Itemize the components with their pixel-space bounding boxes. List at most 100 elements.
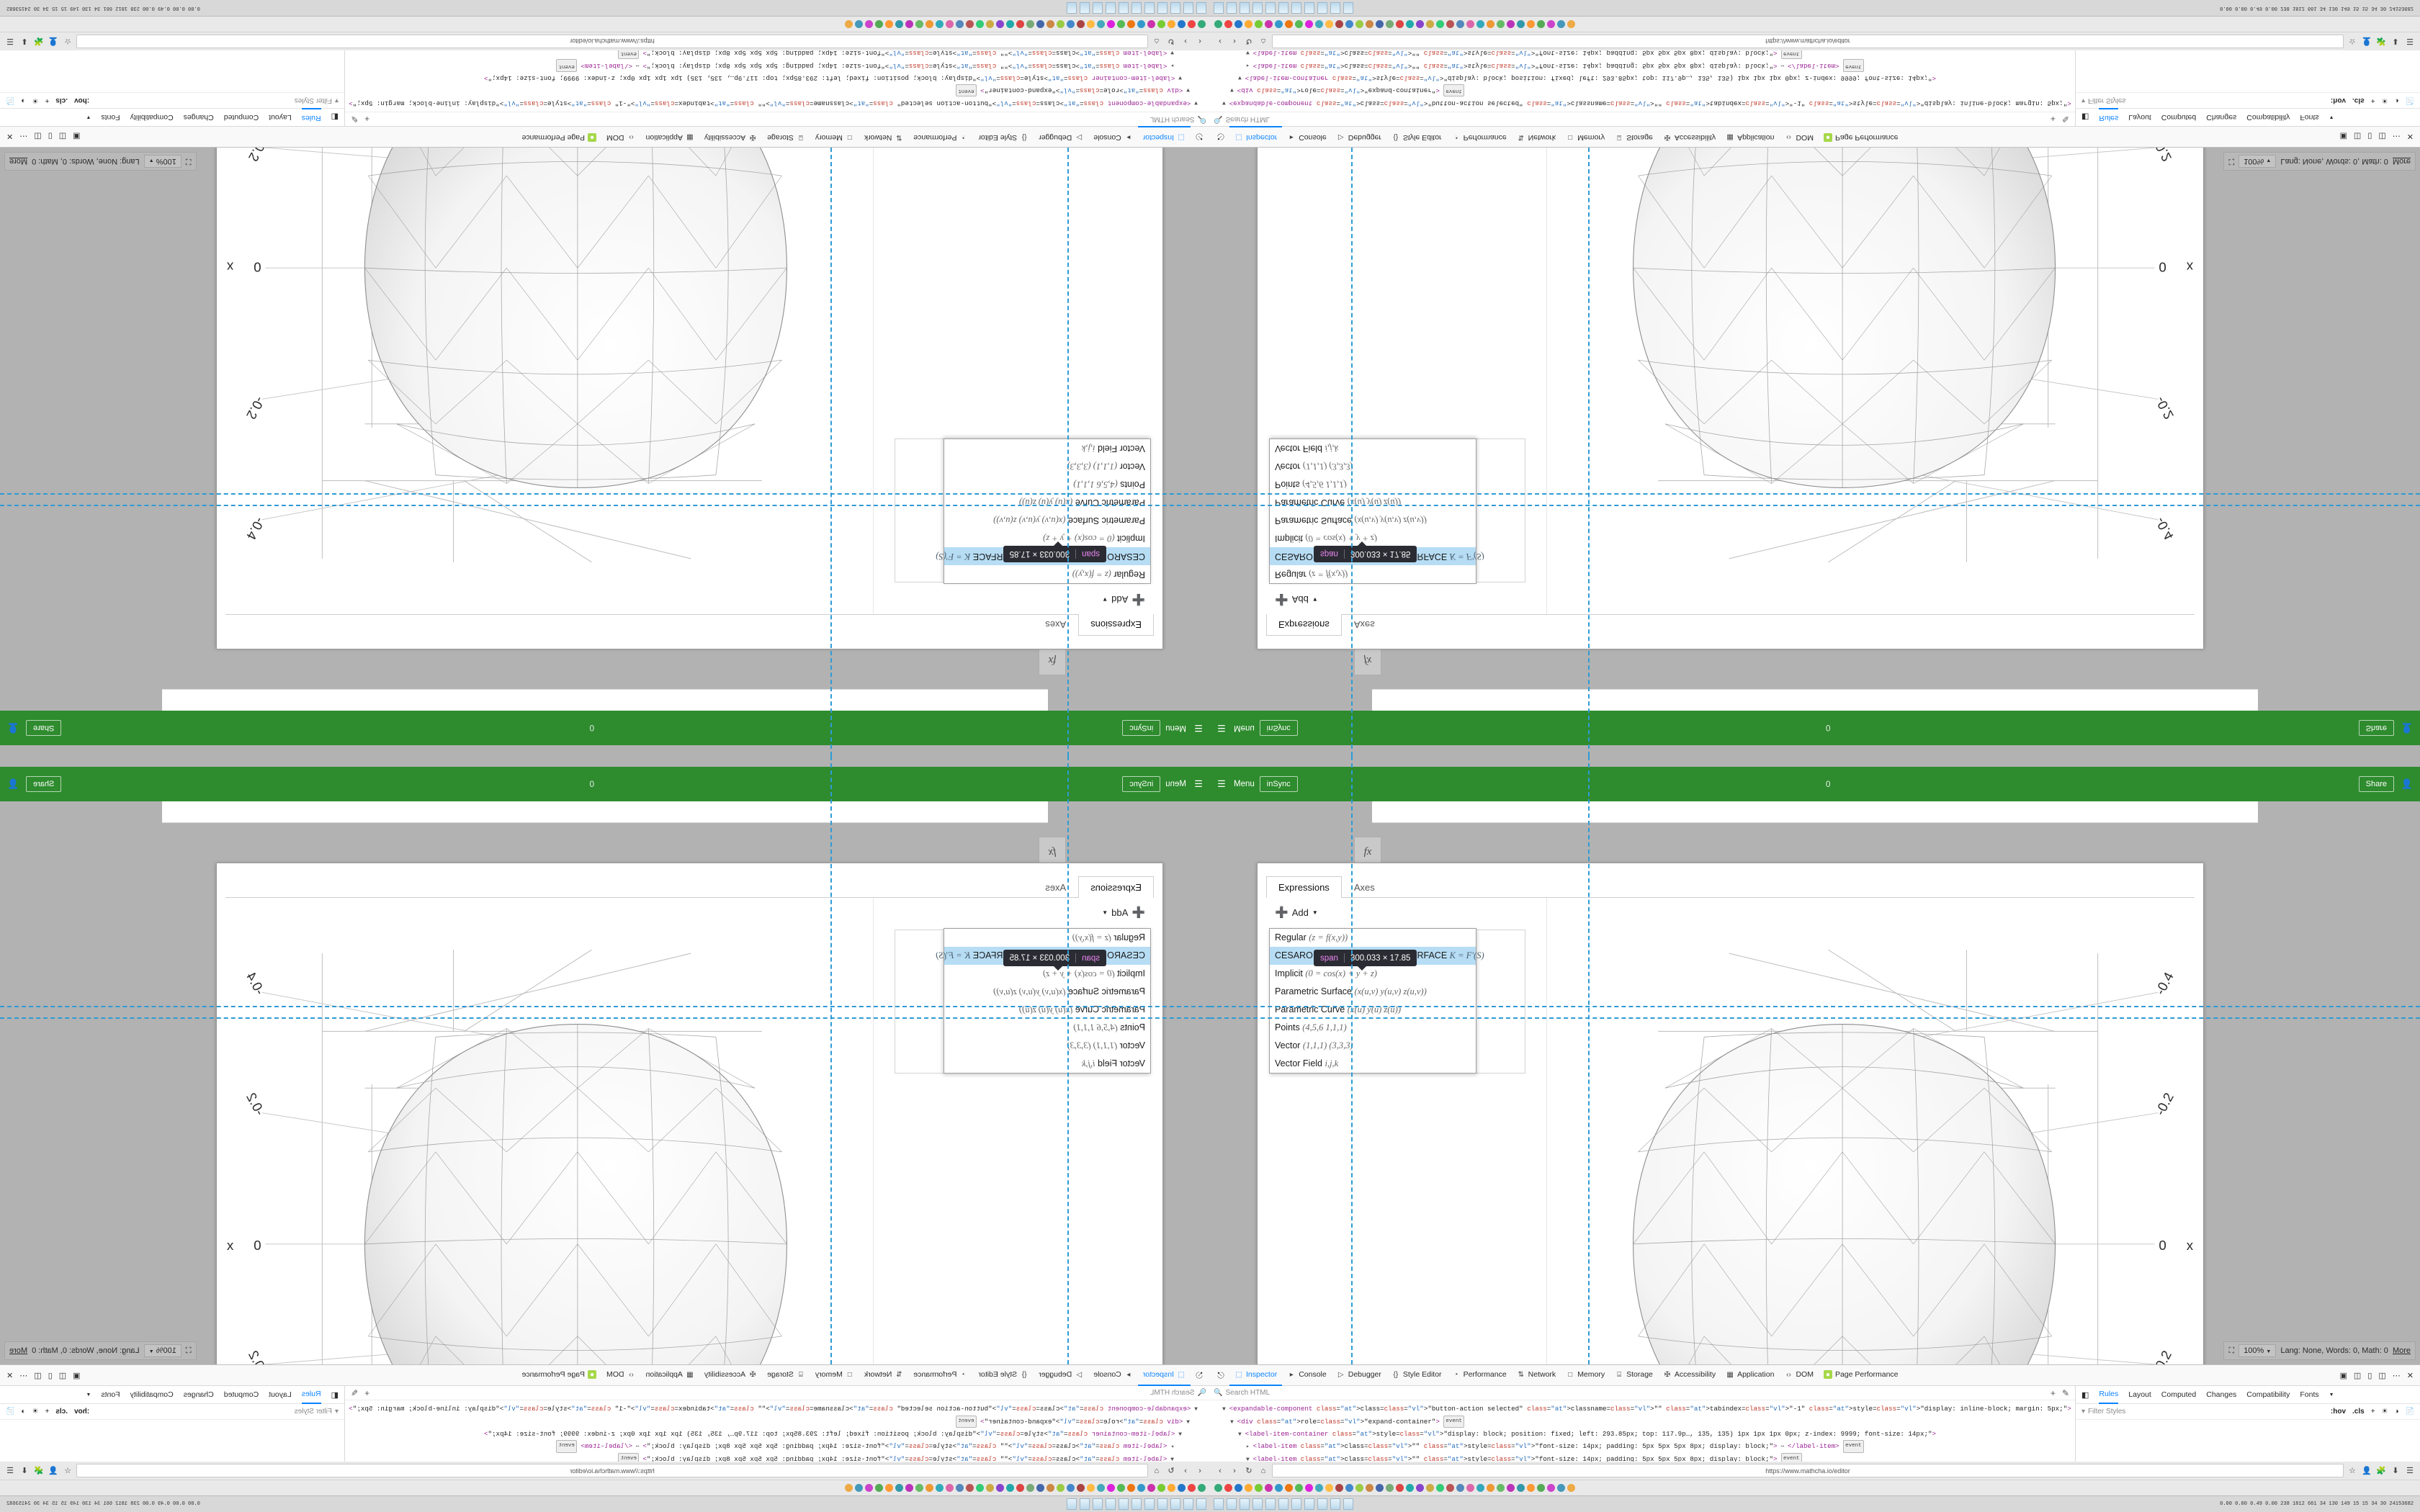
bookmark-favicon[interactable] [1466,20,1474,28]
formula-tool[interactable]: fx [1048,654,1057,667]
add-rule-icon[interactable]: + [2370,96,2375,104]
bookmark-favicon[interactable] [885,20,893,28]
bookmark-favicon[interactable] [845,20,853,28]
new-node-icon[interactable]: + [2050,1387,2056,1398]
home-icon[interactable]: ⌂ [1260,1466,1266,1475]
taskbar-window-button[interactable] [1304,1498,1314,1510]
bookmark-favicon[interactable] [1547,1484,1555,1492]
hov-toggle[interactable]: :hov [74,1408,90,1416]
devtools-tab-style-editor[interactable]: {} Style Editor [973,127,1034,148]
dom-node-row[interactable]: ▼ <label-item-container class="at">style… [483,74,1182,83]
dropdown-item[interactable]: Points (4,5,6 1,1,1) [1270,1019,1476,1037]
rules-tab-changes[interactable]: Changes [183,1390,214,1399]
url-bar[interactable]: https://www.mathcha.io/editor [76,1464,1148,1477]
menu-label[interactable]: Menu [1234,724,1255,732]
dropdown-item[interactable]: Vector Field i,j,k [944,439,1150,457]
bookmark-favicon[interactable] [956,1484,964,1492]
rules-overflow-icon[interactable]: ▼ [86,114,91,120]
dom-node-row[interactable]: ▸ <label-item class="at">class=class="vl… [1210,1440,2075,1453]
bookmark-favicon[interactable] [1487,1484,1494,1492]
taskbar-window-button[interactable] [1093,1498,1103,1510]
formula-tool[interactable]: fx [1363,654,1372,667]
bookmark-favicon[interactable] [1396,20,1404,28]
dom-node-row[interactable]: ▼ <div class="at">role=class="vl">"expan… [345,1415,1210,1428]
bookmark-favicon[interactable] [1567,20,1575,28]
user-icon[interactable]: 👤 [6,723,19,734]
eyedropper-icon[interactable]: ✎ [351,114,359,125]
bookmark-favicon[interactable] [1315,1484,1323,1492]
bookmark-favicon[interactable] [1036,20,1044,28]
light-scheme-icon[interactable]: ☀ [2381,96,2388,104]
bookmark-favicon[interactable] [1077,20,1085,28]
eyedropper-icon[interactable]: ✎ [2061,114,2069,125]
bookmark-favicon[interactable] [1537,20,1545,28]
bookmark-favicon[interactable] [1188,1484,1196,1492]
bookmark-favicon[interactable] [905,20,913,28]
bookmark-favicon[interactable] [1255,1484,1263,1492]
dropdown-item[interactable]: Parametric Curve (x(u) y(u) z(u)) [944,1001,1150,1019]
split-console-icon[interactable]: ▯ [2367,1371,2372,1380]
bookmark-favicon[interactable] [1507,1484,1515,1492]
forward-arrow-icon[interactable]: › [1233,1466,1236,1475]
bookmark-star-icon[interactable]: ☆ [2349,1467,2356,1475]
dropdown-item[interactable]: Regular (z = f(x,y)) [944,565,1150,583]
devtools-tab-inspector[interactable]: ⬚ Inspector [1229,126,1283,148]
print-media-icon[interactable]: 📄 [2405,1408,2414,1416]
taskbar-window-button[interactable] [1278,1498,1289,1510]
bookmark-favicon[interactable] [1305,20,1313,28]
bookmark-favicon[interactable] [986,20,994,28]
bookmark-favicon[interactable] [1406,20,1414,28]
taskbar-window-button[interactable] [1343,2,1353,14]
bookmark-favicon[interactable] [1446,20,1454,28]
bookmark-favicon[interactable] [1487,20,1494,28]
html-search[interactable]: 🔍 Search HTML + ✎ [1210,112,2075,126]
dialog-tab-axes[interactable]: Axes [1353,882,1375,893]
insync-button[interactable]: inSync [1259,776,1298,792]
bookmark-favicon[interactable] [1057,1484,1065,1492]
rules-tab-computed[interactable]: Computed [2161,1390,2197,1399]
dropdown-item[interactable]: Vector (1,1,1) (3,3,3) [1270,457,1476,475]
formula-tool[interactable]: fx [1048,845,1057,858]
rules-overflow-icon[interactable]: ▼ [2329,114,2334,120]
light-scheme-icon[interactable]: ☀ [32,1408,39,1416]
more-link[interactable]: More [2392,157,2411,166]
devtools-tab-page-performance[interactable]: ● Page Performance [516,1365,601,1386]
dom-node-row[interactable]: ▼ <expandable-component class="at">class… [344,1403,1210,1416]
account-icon[interactable]: 👤 [48,1467,58,1475]
dropdown-item[interactable]: Implicit (0 = cos(x) + y + z) [1270,529,1476,547]
hamburger-icon[interactable]: ☰ [1194,778,1203,789]
style-filter[interactable]: ▾ Filter Styles :hov .cls + ☀ ◑ 📄 [2076,1404,2420,1420]
account-icon[interactable]: 👤 [48,37,58,45]
dialog-tab-expressions[interactable]: Expressions [1078,614,1154,636]
bookmark-favicon[interactable] [855,1484,863,1492]
element-picker-icon[interactable]: ⎋ [1217,132,1224,143]
devtools-tab-storage[interactable]: ⌸ Storage [762,127,810,148]
reload-icon[interactable]: ↻ [1168,37,1175,45]
devtools-tab-dom[interactable]: ‹› DOM [1779,1365,1819,1386]
dropdown-item[interactable]: Parametric Curve (x(u) y(u) z(u)) [944,493,1150,511]
hamburger-icon[interactable]: ☰ [1217,723,1226,734]
element-picker-icon[interactable]: ⎋ [1217,1369,1224,1380]
extensions-icon[interactable]: 🧩 [34,1467,44,1475]
reload-icon[interactable]: ↻ [1245,1467,1252,1475]
account-icon[interactable]: 👤 [2362,1467,2372,1475]
dock-icon[interactable]: ◫ [2378,132,2386,141]
cls-toggle[interactable]: .cls [55,1408,68,1416]
devtools-tab-performance[interactable]: ◔ Performance [908,1365,973,1386]
bookmark-favicon[interactable] [1178,1484,1186,1492]
devtools-tab-console[interactable]: ▸ Console [1282,127,1332,148]
bookmark-star-icon[interactable]: ☆ [2349,37,2356,45]
taskbar-window-button[interactable] [1119,2,1129,14]
menu-label[interactable]: Menu [1165,724,1186,732]
rules-tab-computed[interactable]: Computed [223,113,259,122]
dom-node-row[interactable]: ▸ <label-item class="at">class=class="vl… [1210,59,2075,72]
bookmark-favicon[interactable] [1355,1484,1363,1492]
bookmark-favicon[interactable] [1036,1484,1044,1492]
user-icon[interactable]: 👤 [2401,778,2414,789]
downloads-icon[interactable]: ⬇ [2392,1467,2399,1475]
taskbar-window-button[interactable] [1330,2,1340,14]
back-arrow-icon[interactable]: ‹ [1198,37,1201,46]
taskbar-window-button[interactable] [1183,1498,1193,1510]
rules-tab-rules[interactable]: Rules [2099,108,2119,127]
split-console-icon[interactable]: ▯ [48,1371,53,1380]
